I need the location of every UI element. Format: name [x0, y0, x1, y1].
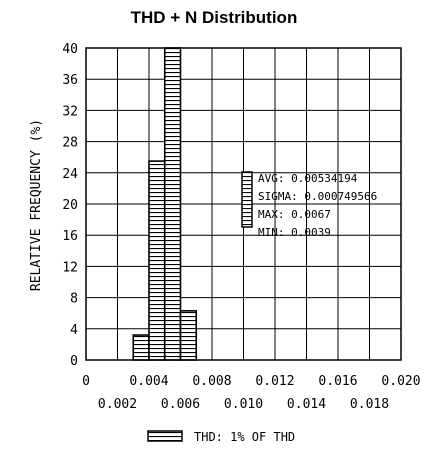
y-axis-label: RELATIVE FREQUENCY (%)	[29, 119, 44, 291]
x-tick-label: 0.012	[255, 374, 294, 389]
y-tick-label: 32	[62, 104, 78, 119]
y-tick-label: 20	[62, 198, 78, 213]
legend-label: THD: 1% OF THD	[194, 430, 295, 444]
y-tick-label: 0	[70, 354, 78, 369]
y-tick-label: 8	[70, 292, 78, 307]
y-tick-label: 16	[62, 229, 78, 244]
y-tick-label: 28	[62, 136, 78, 151]
legend-swatch	[147, 430, 183, 442]
histogram-bar	[148, 160, 166, 361]
x-tick-label: 0.016	[318, 374, 357, 389]
y-tick-label: 24	[62, 167, 78, 182]
y-tick-label: 4	[70, 323, 78, 338]
x-tick-labels: 0 0.004 0.008 0.012 0.016 0.020 0.002 0.006 0.01…	[82, 374, 420, 412]
stats-min: MIN: 0.0039	[258, 226, 331, 239]
chart-title: THD + N Distribution	[131, 8, 298, 27]
y-tick-label: 36	[62, 73, 78, 88]
stats-swatch	[241, 171, 253, 228]
histogram-bar	[179, 310, 198, 361]
stats-sigma: SIGMA: 0.000749566	[258, 190, 377, 203]
x-tick-label: 0.014	[287, 397, 326, 412]
y-tick-label: 12	[62, 260, 78, 275]
stats-avg: AVG: 0.00534194	[258, 172, 358, 185]
x-tick-label: 0.018	[350, 397, 389, 412]
legend: THD: 1% OF THD	[147, 430, 295, 444]
x-tick-label: 0	[82, 374, 90, 389]
x-tick-label: 0.004	[129, 374, 168, 389]
stats-box: AVG: 0.00534194 SIGMA: 0.000749566 MAX: …	[241, 171, 377, 239]
x-tick-label: 0.010	[224, 397, 263, 412]
y-tick-labels: 0 4 8 12 16 20 24 28 32 36 40	[62, 42, 78, 369]
bars	[132, 47, 198, 361]
histogram-bar	[163, 47, 182, 361]
y-tick-label: 40	[62, 42, 78, 57]
histogram-bar	[132, 334, 150, 361]
x-tick-label: 0.008	[192, 374, 231, 389]
x-tick-label: 0.006	[161, 397, 200, 412]
stats-max: MAX: 0.0067	[258, 208, 331, 221]
x-tick-label: 0.020	[381, 374, 420, 389]
x-tick-label: 0.002	[98, 397, 137, 412]
plot-frame	[85, 47, 402, 361]
